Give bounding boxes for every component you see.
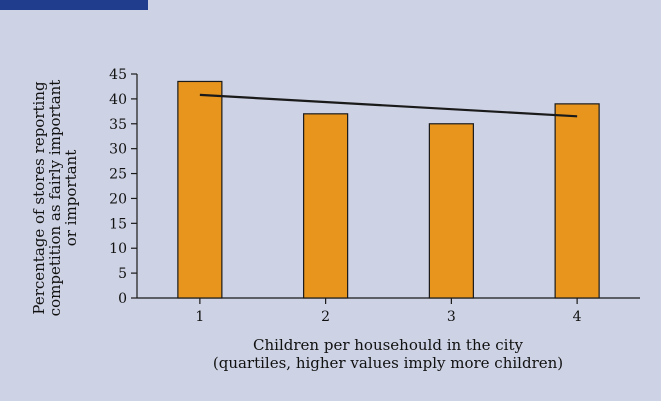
y-tick-label: 40 [109,92,127,108]
y-tick-label: 20 [109,191,127,207]
x-tick-label: 3 [447,309,456,325]
bar [554,103,600,299]
x-axis-title-line-2: (quartiles, higher values imply more chi… [213,354,563,372]
header-accent-bar [0,0,148,10]
y-axis-title-line-1: Percentage of stores reporting [30,81,48,315]
y-axis-title-line-2: competition as fairly important [46,80,64,317]
y-tick-label: 15 [109,216,127,232]
x-tick-label: 1 [195,309,204,325]
y-tick-label: 30 [109,142,127,158]
y-tick-label: 5 [118,266,127,282]
bar [303,113,349,299]
y-tick-label: 10 [109,241,127,257]
bars [177,80,600,299]
bar [428,123,474,299]
trend-line [199,93,578,118]
trend-line-group [199,93,578,118]
y-tick-label: 45 [109,67,127,83]
y-axis-title-line-3: or important [62,150,80,246]
y-tick-label: 25 [109,167,127,183]
x-tick-label: 4 [573,309,582,325]
x-tick-label: 2 [321,309,330,325]
y-axis-title: Percentage of stores reporting competiti… [30,80,80,317]
x-axis-title-line-1: Children per househould in the city [253,336,523,354]
bar [177,80,223,299]
y-tick-label: 0 [118,291,127,307]
y-tick-label: 35 [109,117,127,133]
